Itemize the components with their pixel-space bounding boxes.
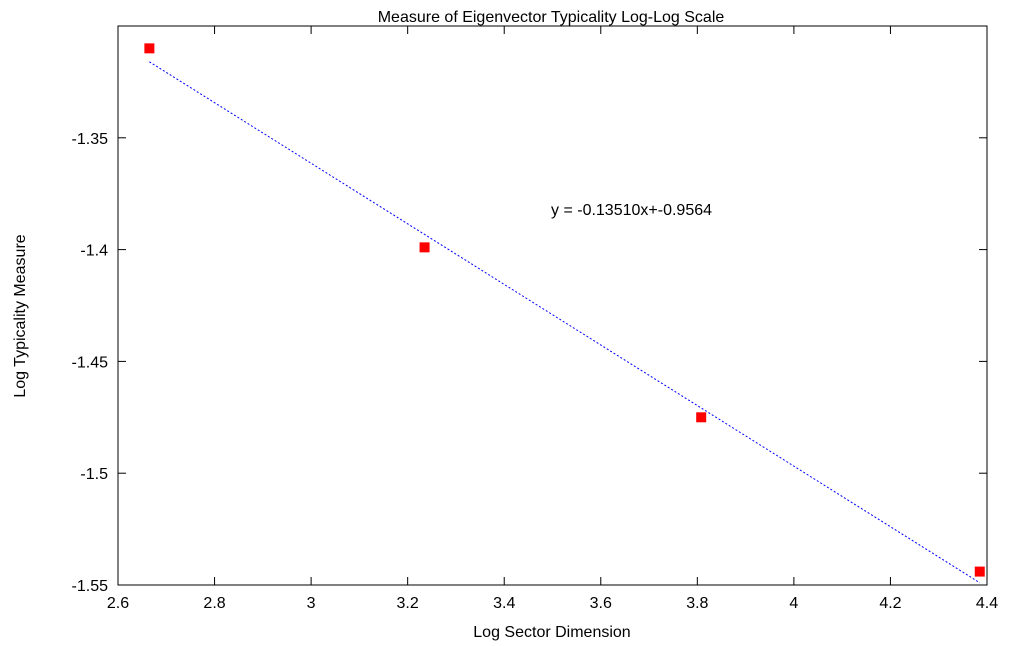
fit-line xyxy=(149,61,981,584)
data-point xyxy=(419,242,430,253)
x-tick-label: 2.8 xyxy=(203,595,225,612)
data-point xyxy=(696,412,707,423)
y-tick-label: -1.35 xyxy=(72,131,109,148)
x-tick-label: 2.6 xyxy=(107,595,129,612)
x-tick-label: 4 xyxy=(789,595,798,612)
y-tick-label: -1.45 xyxy=(72,354,109,371)
chart-title: Measure of Eigenvector Typicality Log-Lo… xyxy=(378,9,725,26)
data-point xyxy=(974,566,985,577)
plot-area xyxy=(144,43,985,584)
y-axis: -1.35 -1.4 -1.45 -1.5 -1.55 xyxy=(72,131,987,595)
x-tick-label: 3.8 xyxy=(686,595,708,612)
x-tick-label: 4.4 xyxy=(976,595,998,612)
data-point xyxy=(144,43,155,54)
y-tick-label: -1.5 xyxy=(80,466,108,483)
fit-equation-annotation: y = -0.13510x+-0.9564 xyxy=(551,202,712,219)
x-tick-label: 3.2 xyxy=(397,595,419,612)
x-tick-label: 3.4 xyxy=(493,595,515,612)
x-tick-label: 4.2 xyxy=(879,595,901,612)
x-tick-label: 3.6 xyxy=(590,595,612,612)
y-tick-label: -1.4 xyxy=(80,243,108,260)
x-tick-label: 3 xyxy=(307,595,316,612)
y-axis-label: Log Typicality Measure xyxy=(12,234,29,397)
x-axis: 2.6 2.8 3 3.2 3.4 3.6 3.8 4 4.2 4.4 xyxy=(107,26,998,612)
x-axis-label: Log Sector Dimension xyxy=(473,624,630,641)
y-tick-label: -1.55 xyxy=(72,578,109,595)
plot-frame xyxy=(117,25,988,586)
